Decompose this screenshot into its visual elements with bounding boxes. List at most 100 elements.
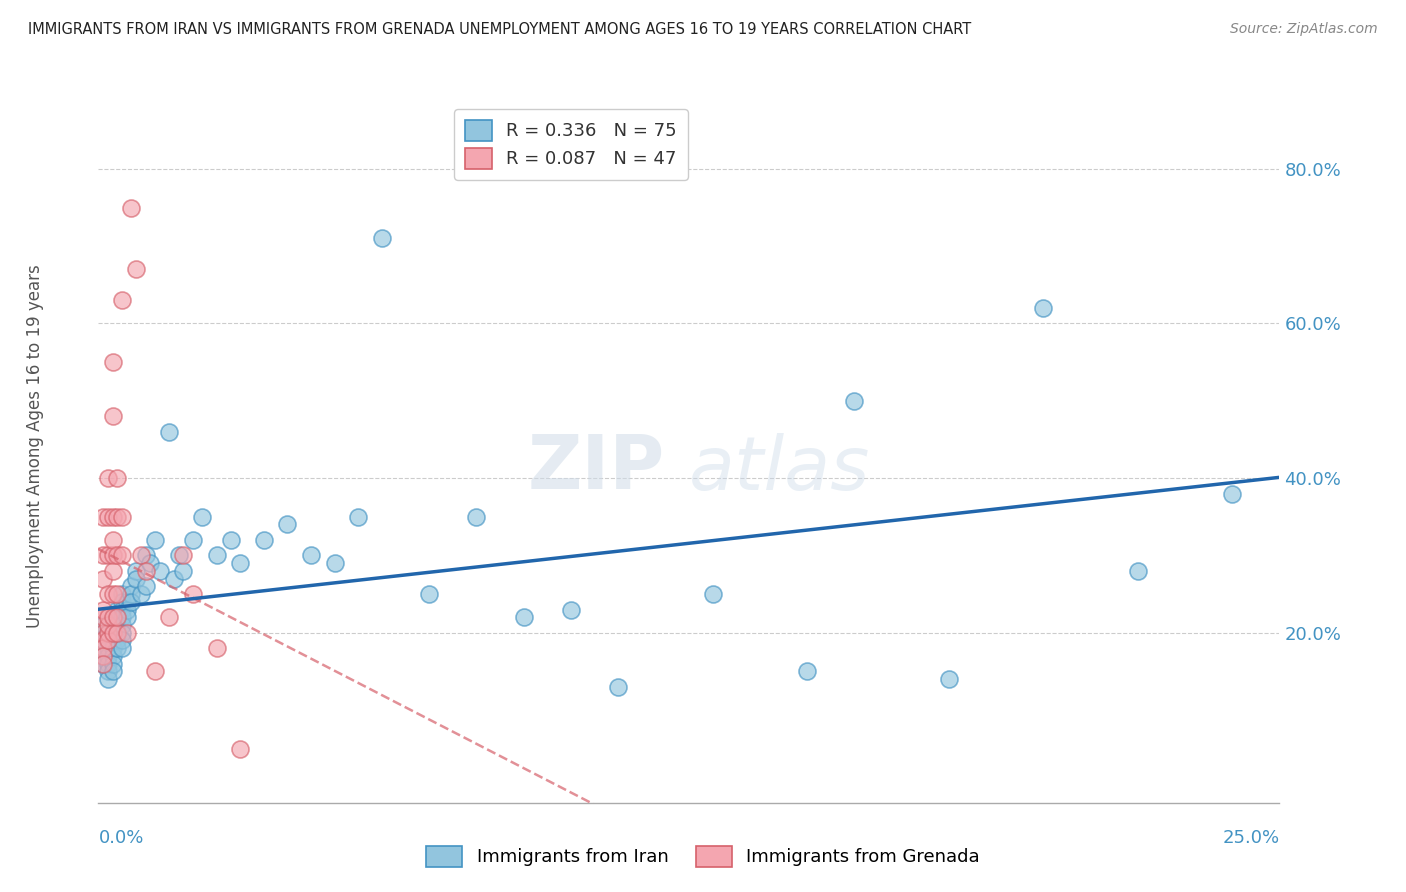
Point: [139, 556, 162, 570]
Point: [111, 633, 134, 648]
Point: [163, 572, 186, 586]
Point: [299, 549, 322, 563]
Point: [796, 665, 818, 679]
Point: [101, 641, 124, 656]
Point: [91, 657, 114, 671]
Point: [125, 572, 148, 586]
Point: [111, 509, 134, 524]
Point: [181, 587, 204, 601]
Point: [97, 625, 120, 640]
Point: [253, 533, 276, 547]
Point: [101, 509, 124, 524]
Point: [91, 610, 114, 624]
Point: [157, 425, 180, 439]
Point: [105, 549, 128, 563]
Point: [101, 657, 124, 671]
Point: [105, 610, 128, 624]
Point: [129, 587, 152, 601]
Point: [172, 564, 194, 578]
Text: Source: ZipAtlas.com: Source: ZipAtlas.com: [1230, 22, 1378, 37]
Point: [111, 595, 134, 609]
Point: [91, 549, 114, 563]
Point: [101, 610, 124, 624]
Point: [91, 657, 114, 671]
Point: [229, 741, 252, 756]
Point: [121, 595, 143, 609]
Point: [607, 680, 630, 694]
Point: [371, 231, 394, 245]
Point: [101, 409, 124, 424]
Point: [101, 665, 124, 679]
Point: [938, 672, 960, 686]
Point: [91, 648, 114, 663]
Point: [1126, 564, 1149, 578]
Point: [91, 572, 114, 586]
Point: [97, 672, 120, 686]
Point: [91, 602, 114, 616]
Text: 0.0%: 0.0%: [98, 829, 143, 847]
Point: [101, 549, 124, 563]
Point: [121, 201, 143, 215]
Point: [115, 595, 138, 609]
Point: [157, 610, 180, 624]
Point: [115, 610, 138, 624]
Point: [97, 549, 120, 563]
Text: 25.0%: 25.0%: [1222, 829, 1279, 847]
Point: [167, 549, 190, 563]
Point: [105, 625, 128, 640]
Point: [205, 549, 228, 563]
Point: [191, 509, 214, 524]
Point: [105, 509, 128, 524]
Point: [97, 633, 120, 648]
Point: [101, 648, 124, 663]
Point: [97, 509, 120, 524]
Point: [97, 625, 120, 640]
Text: ZIP: ZIP: [529, 433, 665, 506]
Point: [91, 618, 114, 632]
Point: [111, 293, 134, 308]
Point: [91, 641, 114, 656]
Point: [1032, 301, 1054, 315]
Point: [121, 579, 143, 593]
Point: [105, 641, 128, 656]
Point: [97, 657, 120, 671]
Point: [115, 625, 138, 640]
Point: [276, 517, 298, 532]
Point: [125, 564, 148, 578]
Point: [105, 625, 128, 640]
Point: [111, 549, 134, 563]
Point: [105, 610, 128, 624]
Text: IMMIGRANTS FROM IRAN VS IMMIGRANTS FROM GRENADA UNEMPLOYMENT AMONG AGES 16 TO 19: IMMIGRANTS FROM IRAN VS IMMIGRANTS FROM …: [28, 22, 972, 37]
Point: [143, 533, 166, 547]
Point: [97, 618, 120, 632]
Point: [115, 602, 138, 616]
Point: [111, 610, 134, 624]
Point: [105, 587, 128, 601]
Point: [105, 471, 128, 485]
Point: [135, 579, 157, 593]
Point: [149, 564, 172, 578]
Point: [97, 665, 120, 679]
Point: [97, 610, 120, 624]
Point: [111, 618, 134, 632]
Point: [111, 587, 134, 601]
Point: [702, 587, 724, 601]
Point: [101, 610, 124, 624]
Point: [844, 393, 866, 408]
Point: [205, 641, 228, 656]
Point: [121, 587, 143, 601]
Point: [347, 509, 370, 524]
Text: atlas: atlas: [689, 433, 870, 505]
Point: [135, 549, 157, 563]
Point: [323, 556, 346, 570]
Point: [1220, 486, 1243, 500]
Point: [91, 625, 114, 640]
Point: [101, 564, 124, 578]
Point: [172, 549, 194, 563]
Text: Unemployment Among Ages 16 to 19 years: Unemployment Among Ages 16 to 19 years: [27, 264, 44, 628]
Point: [125, 262, 148, 277]
Legend: Immigrants from Iran, Immigrants from Grenada: Immigrants from Iran, Immigrants from Gr…: [419, 838, 987, 874]
Point: [105, 633, 128, 648]
Point: [97, 648, 120, 663]
Point: [101, 625, 124, 640]
